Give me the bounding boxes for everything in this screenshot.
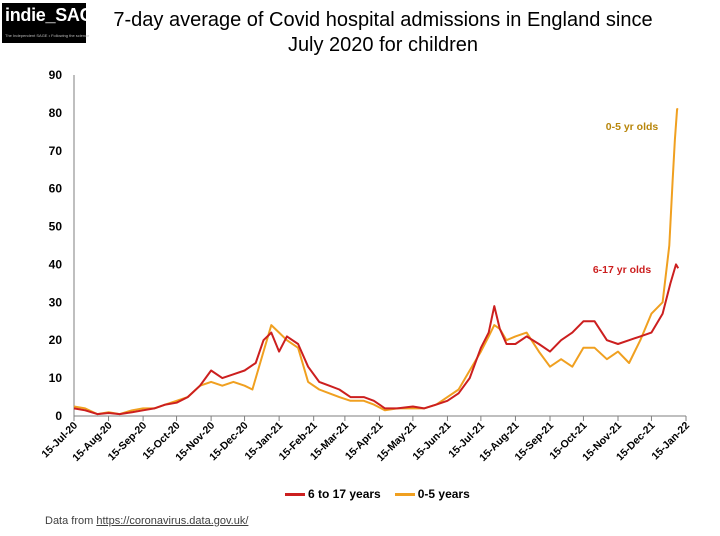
source-prefix: Data from	[45, 515, 97, 527]
y-tick-label: 50	[49, 220, 63, 234]
y-tick-label: 10	[49, 371, 63, 385]
y-tick-label: 90	[49, 68, 63, 82]
y-tick-label: 40	[49, 257, 63, 271]
y-tick-label: 60	[49, 182, 63, 196]
logo-tagline: The Independent SAGE • Following the sci…	[5, 33, 90, 38]
annotation-6-17-yr-olds: 6-17 yr olds	[593, 264, 652, 276]
annotation-0-5-yr-olds: 0-5 yr olds	[606, 121, 659, 133]
y-tick-label: 0	[55, 409, 62, 423]
series-line-6-17-years	[73, 263, 680, 416]
legend-item-6-17: 6 to 17 years	[285, 487, 381, 501]
y-tick-label: 30	[49, 295, 63, 309]
indie-sage-logo: indie_SAGE The Independent SAGE • Follow…	[2, 3, 105, 43]
x-tick-label: 15-Jan-22	[649, 420, 692, 463]
legend-swatch-red	[285, 492, 305, 496]
legend-label-6-17: 6 to 17 years	[308, 487, 381, 501]
chart-title-line-1: 7-day average of Covid hospital admissio…	[113, 9, 653, 31]
y-tick-label: 80	[49, 106, 63, 120]
data-source-note: Data from https://coronavirus.data.gov.u…	[45, 515, 248, 527]
chart-legend: 6 to 17 years 0-5 years	[285, 487, 484, 501]
series-line-0-5-years	[73, 108, 679, 416]
y-tick-label: 70	[49, 144, 63, 158]
source-link[interactable]: https://coronavirus.data.gov.uk/	[96, 515, 249, 527]
chart-title-line-2: July 2020 for children	[287, 34, 479, 56]
legend-label-0-5: 0-5 years	[417, 487, 470, 501]
legend-swatch-orange	[394, 492, 415, 496]
logo-title: indie_SAGE	[5, 5, 106, 25]
chart-title: 7-day average of Covid hospital admissio…	[98, 8, 668, 58]
y-tick-label: 20	[49, 333, 63, 347]
legend-item-0-5: 0-5 years	[394, 487, 470, 501]
